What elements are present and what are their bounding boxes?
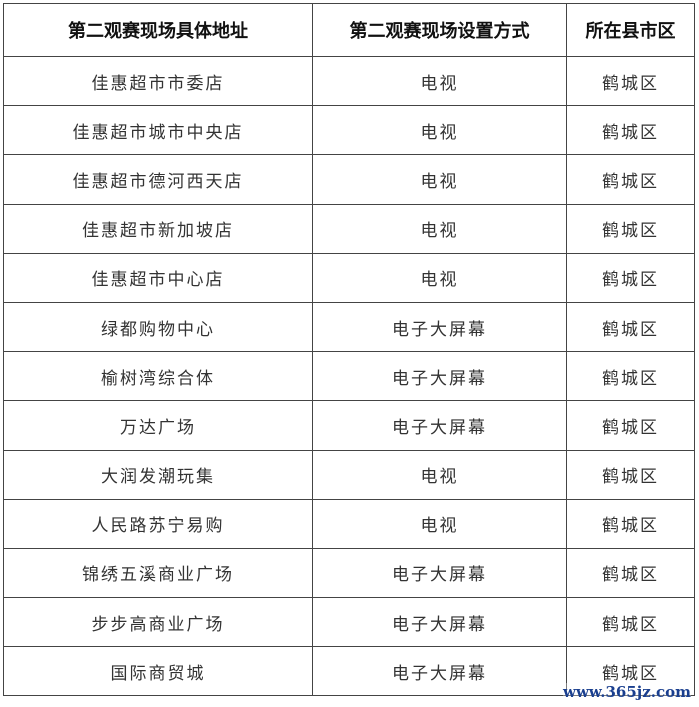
cell-address: 佳惠超市城市中央店 [3, 105, 313, 156]
cell-method: 电视 [312, 55, 567, 107]
cell-address: 锦绣五溪商业广场 [3, 547, 313, 599]
cell-district: 鹤城区 [566, 351, 695, 402]
table-row: 国际商贸城 电子大屏幕 鹤城区 [3, 646, 695, 697]
table-row: 佳惠超市市委店 电视 鹤城区 [3, 55, 695, 107]
cell-address: 佳惠超市市委店 [3, 55, 313, 107]
cell-district: 鹤城区 [566, 498, 695, 549]
header-row: 第二观赛现场具体地址 第二观赛现场设置方式 所在县市区 [3, 3, 695, 57]
cell-address: 佳惠超市中心店 [3, 252, 313, 303]
header-method: 第二观赛现场设置方式 [312, 3, 567, 57]
cell-district: 鹤城区 [566, 400, 695, 451]
table-row: 万达广场 电子大屏幕 鹤城区 [3, 400, 695, 451]
watermark: www.365jz.com [563, 683, 691, 701]
cell-method: 电子大屏幕 [312, 646, 567, 697]
table-row: 佳惠超市城市中央店 电视 鹤城区 [3, 105, 695, 156]
table-row: 佳惠超市新加坡店 电视 鹤城区 [3, 203, 695, 254]
cell-address: 万达广场 [3, 400, 313, 451]
header-address: 第二观赛现场具体地址 [3, 3, 313, 57]
cell-method: 电子大屏幕 [312, 597, 567, 648]
cell-district: 鹤城区 [566, 449, 695, 500]
table-row: 步步高商业广场 电子大屏幕 鹤城区 [3, 597, 695, 648]
table-row: 佳惠超市德河西天店 电视 鹤城区 [3, 154, 695, 205]
venue-table: 第二观赛现场具体地址 第二观赛现场设置方式 所在县市区 佳惠超市市委店 电视 鹤城区… [3, 3, 695, 697]
table-row: 大润发潮玩集 电视 鹤城区 [3, 449, 695, 500]
cell-method: 电视 [312, 105, 567, 156]
cell-address: 步步高商业广场 [3, 597, 313, 648]
header-district: 所在县市区 [566, 3, 695, 57]
cell-address: 大润发潮玩集 [3, 449, 313, 500]
cell-district: 鹤城区 [566, 547, 695, 599]
cell-district: 鹤城区 [566, 105, 695, 156]
cell-district: 鹤城区 [566, 55, 695, 107]
table-row: 绿都购物中心 电子大屏幕 鹤城区 [3, 301, 695, 353]
cell-method: 电视 [312, 449, 567, 500]
cell-address: 国际商贸城 [3, 646, 313, 697]
cell-address: 佳惠超市新加坡店 [3, 203, 313, 254]
cell-address: 人民路苏宁易购 [3, 498, 313, 549]
table-row: 榆树湾综合体 电子大屏幕 鹤城区 [3, 351, 695, 402]
cell-method: 电视 [312, 498, 567, 549]
table-row: 人民路苏宁易购 电视 鹤城区 [3, 498, 695, 549]
cell-method: 电视 [312, 154, 567, 205]
cell-method: 电子大屏幕 [312, 301, 567, 353]
cell-address: 绿都购物中心 [3, 301, 313, 353]
cell-address: 榆树湾综合体 [3, 351, 313, 402]
cell-method: 电子大屏幕 [312, 400, 567, 451]
cell-district: 鹤城区 [566, 646, 695, 697]
table-row: 佳惠超市中心店 电视 鹤城区 [3, 252, 695, 303]
cell-method: 电视 [312, 252, 567, 303]
cell-district: 鹤城区 [566, 252, 695, 303]
cell-method: 电子大屏幕 [312, 351, 567, 402]
table-row: 锦绣五溪商业广场 电子大屏幕 鹤城区 [3, 547, 695, 599]
cell-method: 电视 [312, 203, 567, 254]
cell-district: 鹤城区 [566, 597, 695, 648]
cell-district: 鹤城区 [566, 203, 695, 254]
cell-method: 电子大屏幕 [312, 547, 567, 599]
cell-address: 佳惠超市德河西天店 [3, 154, 313, 205]
cell-district: 鹤城区 [566, 154, 695, 205]
cell-district: 鹤城区 [566, 301, 695, 353]
